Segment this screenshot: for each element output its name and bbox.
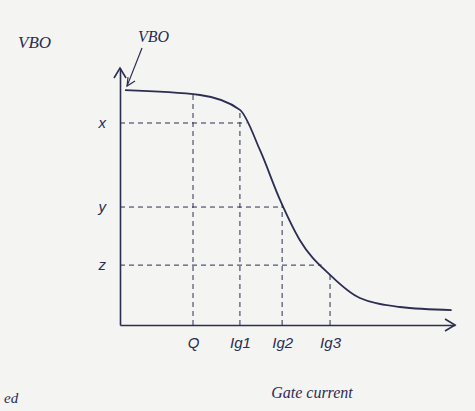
annotation-arrow-head bbox=[127, 77, 135, 86]
annotation: VBO bbox=[138, 28, 170, 45]
x-axis-title: Gate current bbox=[271, 384, 353, 401]
y-arrow bbox=[114, 68, 126, 78]
y-axis: z y x bbox=[98, 69, 121, 326]
x-guide bbox=[330, 275, 331, 325]
y-tick: x bbox=[98, 114, 121, 131]
x-guide bbox=[282, 204, 283, 325]
y-tick-label: x bbox=[98, 114, 107, 131]
x-axis-line bbox=[121, 325, 456, 327]
y-axis-line bbox=[120, 69, 122, 326]
x-tick-label: Ig1 bbox=[230, 334, 251, 351]
y-guide bbox=[120, 207, 284, 208]
y-tick: y bbox=[98, 198, 121, 215]
x-axis: Q Ig1 Ig2 Ig3 bbox=[121, 325, 456, 351]
y-axis-title: VBO bbox=[18, 33, 51, 52]
annotation: ed bbox=[4, 390, 19, 406]
x-tick: Ig1 bbox=[230, 325, 251, 351]
annotation-arrow bbox=[127, 48, 142, 86]
curve bbox=[125, 90, 452, 310]
y-guide bbox=[120, 265, 322, 266]
x-arrow bbox=[445, 319, 455, 331]
x-tick: Q bbox=[188, 325, 200, 351]
y-guide bbox=[120, 122, 246, 123]
x-tick: Ig3 bbox=[320, 325, 342, 351]
y-tick-label: z bbox=[98, 256, 107, 273]
x-guide bbox=[239, 110, 240, 325]
plot-area bbox=[120, 90, 452, 325]
x-tick-label: Q bbox=[188, 334, 200, 351]
chart: Q Ig1 Ig2 Ig3 z y x VBO Gate current VBO ed bbox=[0, 0, 475, 411]
x-tick-label: Ig2 bbox=[272, 334, 294, 351]
y-tick-label: y bbox=[98, 198, 108, 215]
x-tick: Ig2 bbox=[272, 325, 294, 351]
x-guide bbox=[193, 95, 194, 325]
x-tick-label: Ig3 bbox=[320, 334, 342, 351]
y-tick: z bbox=[98, 256, 121, 273]
